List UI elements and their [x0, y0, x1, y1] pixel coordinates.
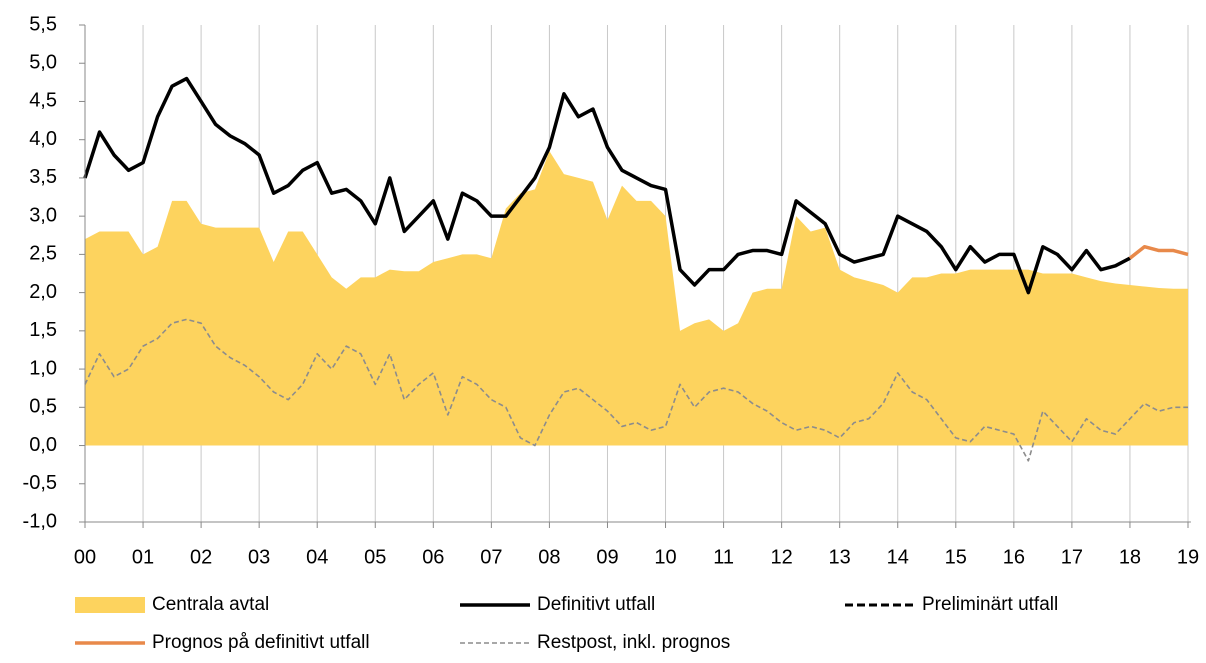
- x-tick-label: 18: [1119, 546, 1141, 568]
- x-tick-label: 01: [132, 546, 154, 568]
- x-tick-label: 19: [1177, 546, 1199, 568]
- line: [83, 76, 1131, 295]
- line: [1128, 244, 1189, 260]
- y-tick-label: 1,5: [29, 319, 57, 341]
- y-tick-label: 0,0: [29, 434, 57, 456]
- area: [85, 151, 1188, 446]
- legend-label: Centrala avtal: [152, 594, 269, 615]
- x-tick-label: 14: [887, 546, 909, 568]
- x-tick-label: 03: [248, 546, 270, 568]
- legend-label: Preliminärt utfall: [922, 594, 1058, 615]
- legend: Centrala avtal Definitivt utfall Preliminä…: [75, 594, 1058, 653]
- x-tick-label: 05: [364, 546, 386, 568]
- y-tick-label: 5,5: [29, 13, 57, 35]
- y-tick-label: 3,0: [29, 204, 57, 226]
- x-tick-label: 07: [480, 546, 502, 568]
- legend-swatch: [75, 597, 145, 613]
- x-tick-label: 10: [654, 546, 676, 568]
- y-tick-label: 5,0: [29, 52, 57, 74]
- x-tick-label: 04: [306, 546, 328, 568]
- x-tick-label: 02: [190, 546, 212, 568]
- x-tick-label: 09: [596, 546, 618, 568]
- y-tick-label: 4,5: [29, 90, 57, 112]
- x-tick-label: 15: [945, 546, 967, 568]
- x-tick-label: 16: [1003, 546, 1025, 568]
- y-tick-label: 2,0: [29, 281, 57, 303]
- y-tick-label: 2,5: [29, 243, 57, 265]
- y-tick-label: 3,5: [29, 166, 57, 188]
- x-tick-label: 11: [713, 546, 734, 568]
- line: [1114, 256, 1131, 268]
- legend-label: Restpost, inkl. prognos: [537, 632, 730, 653]
- y-tick-label: 0,5: [29, 396, 57, 418]
- x-tick-label: 13: [829, 546, 851, 568]
- y-tick-label: 1,0: [29, 357, 57, 379]
- x-tick-label: 00: [74, 546, 96, 568]
- legend-label: Definitivt utfall: [537, 594, 655, 615]
- y-tick-label: 4,0: [29, 128, 57, 150]
- legend-label: Prognos på definitivt utfall: [152, 632, 370, 653]
- x-tick-label: 12: [771, 546, 793, 568]
- y-tick-label: -1,0: [23, 510, 57, 532]
- x-tick-label: 17: [1061, 546, 1083, 568]
- y-tick-label: -0,5: [23, 472, 57, 494]
- x-tick-label: 06: [422, 546, 444, 568]
- line: [84, 318, 1188, 462]
- x-tick-label: 08: [538, 546, 560, 568]
